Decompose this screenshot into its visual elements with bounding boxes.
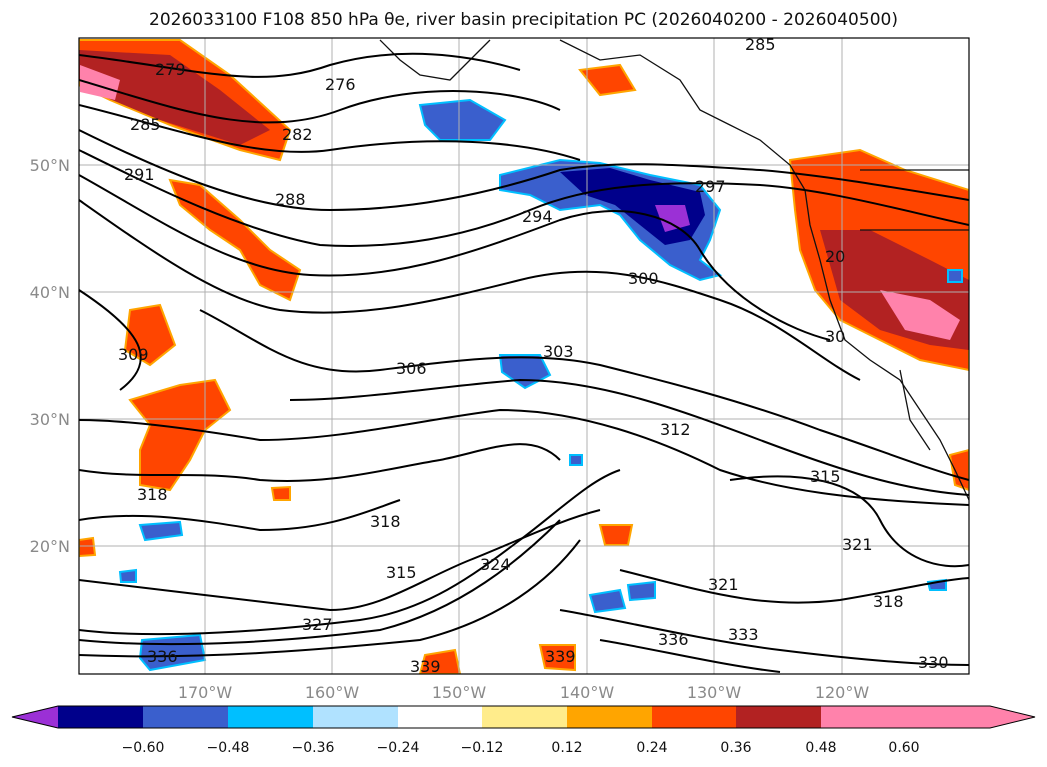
colorbar-segment: [398, 706, 482, 728]
colorbar-segment: [313, 706, 398, 728]
map-plot-area: 279 276 285 282 291 288 294 297 300 309 …: [79, 35, 969, 676]
colorbar-tick-label: −0.36: [292, 740, 335, 756]
map-title: 2026033100 F108 850 hPa θe, river basin …: [149, 10, 898, 30]
contour-label: 321: [708, 575, 739, 594]
contour-label: 315: [810, 467, 841, 486]
colorbar-segment: [736, 706, 821, 728]
contour-label: 318: [370, 512, 401, 531]
contour-label: 282: [282, 125, 313, 144]
lon-label: 160°W: [305, 683, 360, 702]
contour-label: 276: [325, 75, 356, 94]
contour-label: 294: [522, 207, 553, 226]
contour-labels: 279 276 285 282 291 288 294 297 300 309 …: [118, 35, 949, 676]
colorbar-segment: [821, 706, 904, 728]
lat-label: 20°N: [30, 537, 70, 556]
contour-label: 30: [825, 327, 845, 346]
contour-label: 288: [275, 190, 306, 209]
colorbar-segment: [58, 706, 143, 728]
negative-precip-shading: [118, 98, 963, 672]
colorbar: −0.60 −0.48 −0.36 −0.24 −0.12 0.12 0.24 …: [11, 705, 1036, 756]
colorbar-ticks: −0.60 −0.48 −0.36 −0.24 −0.12 0.12 0.24 …: [122, 740, 920, 756]
colorbar-segment: [482, 706, 567, 728]
colorbar-tick-label: −0.48: [207, 740, 250, 756]
coastlines: [379, 39, 969, 501]
colorbar-segment: [143, 706, 228, 728]
contour-label: 333: [728, 625, 759, 644]
contour-label: 339: [410, 657, 441, 676]
lon-label: 130°W: [687, 683, 742, 702]
contour-label: 336: [147, 647, 178, 666]
lon-label: 150°W: [432, 683, 487, 702]
contour-label: 315: [386, 563, 417, 582]
colorbar-tick-label: 0.24: [636, 740, 667, 756]
contour-label: 321: [842, 535, 873, 554]
colorbar-tick-label: 0.36: [720, 740, 751, 756]
colorbar-low-extend: [12, 706, 58, 728]
colorbar-tick-label: 0.60: [888, 740, 919, 756]
contour-label: 303: [543, 342, 574, 361]
lon-label: 140°W: [560, 683, 615, 702]
contour-label: 300: [628, 269, 659, 288]
lon-label: 170°W: [178, 683, 233, 702]
contour-label: 20: [825, 247, 845, 266]
latitude-labels: 50°N 40°N 30°N 20°N: [30, 156, 70, 556]
contour-label: 297: [695, 177, 726, 196]
contour-label: 318: [137, 485, 168, 504]
longitude-labels: 170°W 160°W 150°W 140°W 130°W 120°W: [178, 683, 870, 702]
contour-label: 324: [480, 555, 511, 574]
colorbar-tick-label: 0.48: [805, 740, 836, 756]
contour-label: 339: [545, 647, 576, 666]
lat-label: 30°N: [30, 410, 70, 429]
lon-label: 120°W: [815, 683, 870, 702]
colorbar-tick-label: −0.60: [122, 740, 165, 756]
colorbar-segment: [652, 706, 736, 728]
contour-label: 336: [658, 630, 689, 649]
colorbar-tick-label: 0.12: [551, 740, 582, 756]
colorbar-tick-label: −0.24: [377, 740, 420, 756]
colorbar-segment: [228, 706, 313, 728]
colorbar-high-extend: [904, 706, 1035, 728]
contour-label: 330: [918, 653, 949, 672]
contour-label: 327: [302, 615, 333, 634]
contour-label: 285: [130, 115, 161, 134]
contour-label: 309: [118, 345, 149, 364]
theta-e-contours: [79, 52, 969, 673]
lat-label: 50°N: [30, 156, 70, 175]
contour-label: 306: [396, 359, 427, 378]
plot-border: [78, 37, 970, 675]
positive-precip-shading: [79, 39, 969, 674]
contour-label: 285: [745, 35, 776, 54]
contour-label: 279: [155, 60, 186, 79]
contour-label: 318: [873, 592, 904, 611]
contour-label: 291: [124, 165, 155, 184]
colorbar-segment: [567, 706, 652, 728]
colorbar-tick-label: −0.12: [461, 740, 504, 756]
contour-label: 312: [660, 420, 691, 439]
lat-label: 40°N: [30, 283, 70, 302]
